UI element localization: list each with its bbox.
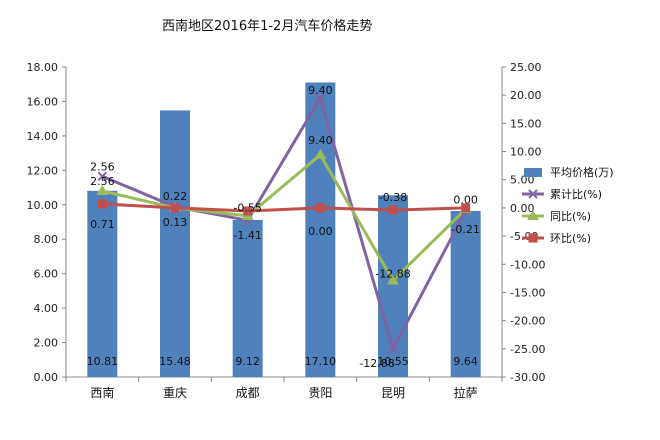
bar-data-label: 10.81	[87, 355, 119, 368]
data-point-marker	[461, 203, 471, 213]
line-data-label: -12.88	[359, 357, 394, 370]
data-point-marker	[388, 205, 398, 215]
left-axis-tick-label: 12.00	[27, 164, 59, 177]
data-point-marker	[97, 171, 108, 182]
x-axis-category-label: 贵阳	[308, 386, 332, 400]
bar-data-label: 17.10	[305, 355, 337, 368]
bar	[450, 210, 481, 377]
left-axis-tick-label: 4.00	[34, 302, 59, 315]
left-axis-tick-label: 16.00	[27, 95, 59, 108]
bar-data-label: 9.12	[235, 355, 260, 368]
data-point-marker	[97, 199, 107, 209]
left-axis-tick-label: 6.00	[34, 268, 59, 281]
bar-data-label: 9.64	[453, 355, 478, 368]
legend-swatch	[524, 168, 542, 177]
right-axis-tick-label: -30.00	[510, 371, 545, 384]
line-data-label: -0.21	[451, 223, 479, 236]
x-axis-category-label: 昆明	[381, 386, 405, 400]
line-data-label: 2.56	[90, 175, 115, 188]
right-axis-tick-label: -25.00	[510, 343, 545, 356]
chart-title: 西南地区2016年1-2月汽车价格走势	[162, 18, 372, 34]
left-axis-tick-label: 0.00	[34, 371, 59, 384]
data-point-marker	[315, 203, 325, 213]
line-data-label: 2.56	[90, 160, 115, 173]
x-axis-category-label: 西南	[90, 385, 114, 400]
line-data-label: 0.00	[308, 225, 333, 238]
left-axis-tick-label: 18.00	[27, 61, 59, 74]
series-line	[101, 153, 467, 282]
data-point-marker	[387, 274, 399, 285]
left-axis-tick-label: 2.00	[34, 337, 59, 350]
right-axis-tick-label: 0.00	[510, 202, 535, 215]
legend-label: 同比(%)	[550, 210, 591, 223]
bar	[160, 110, 190, 378]
series-line	[101, 96, 468, 351]
bar	[232, 219, 263, 377]
line-data-label: 0.22	[163, 190, 188, 203]
data-point-marker	[170, 203, 180, 213]
right-axis-tick-label: 10.00	[510, 146, 542, 159]
x-axis-category-label: 拉萨	[454, 385, 478, 400]
line-data-label: -0.38	[379, 191, 407, 204]
data-point-marker	[527, 210, 539, 220]
bar-data-label: 10.55	[377, 355, 409, 368]
series-line	[102, 202, 466, 213]
line-data-label: 9.40	[308, 84, 333, 97]
right-axis-tick-label: -15.00	[510, 286, 545, 299]
legend-label: 环比(%)	[550, 232, 591, 245]
data-point-marker	[314, 148, 327, 159]
bar	[87, 190, 118, 377]
right-axis-tick-label: 15.00	[510, 117, 542, 130]
x-axis-category-label: 重庆	[163, 386, 187, 400]
line-data-label: 0.71	[90, 218, 115, 231]
data-point-marker	[243, 206, 253, 216]
right-axis-tick-label: -20.00	[510, 315, 545, 328]
line-data-label: -0.55	[233, 201, 261, 214]
line-data-label: 0.13	[163, 216, 188, 229]
legend-label: 平均价格(万)	[550, 165, 614, 179]
left-axis-tick-label: 14.00	[27, 130, 59, 143]
line-data-label: 0.00	[453, 194, 478, 207]
data-point-marker	[528, 233, 538, 243]
bar-data-label: 15.48	[159, 355, 191, 368]
left-axis-tick-label: 8.00	[34, 233, 59, 246]
data-point-marker	[96, 185, 109, 195]
data-point-marker	[528, 189, 538, 199]
data-point-marker	[388, 344, 398, 354]
right-axis-tick-label: -10.00	[510, 258, 545, 271]
legend-label: 累计比(%)	[550, 188, 602, 201]
x-axis-category-label: 成都	[236, 386, 260, 400]
right-axis-tick-label: 25.00	[510, 61, 542, 74]
left-axis-tick-label: 10.00	[27, 199, 59, 212]
right-axis-tick-label: 20.00	[510, 89, 542, 102]
data-point-marker	[315, 93, 326, 103]
line-data-label: -1.41	[233, 229, 261, 242]
line-data-label: 9.40	[308, 134, 333, 147]
line-data-label: -12.88	[375, 268, 410, 281]
